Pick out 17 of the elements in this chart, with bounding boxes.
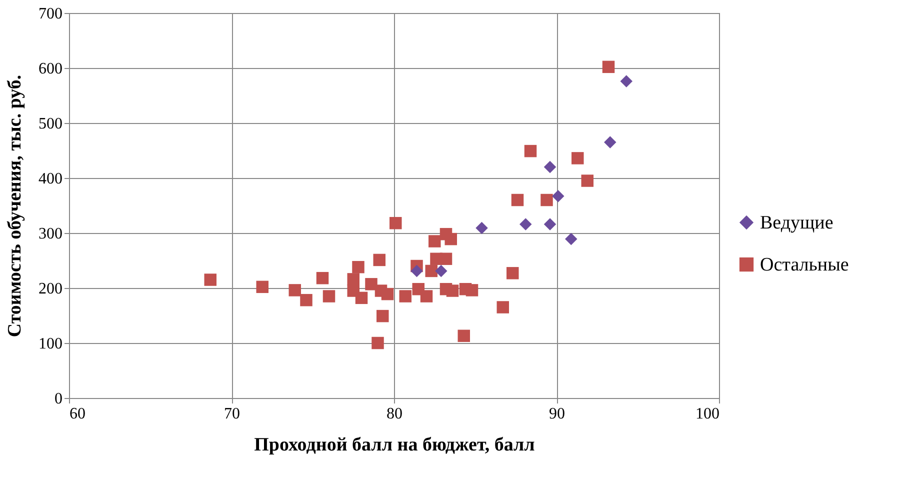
y-tick-label: 600 [38, 60, 62, 78]
legend-label: Ведущие [760, 212, 834, 234]
y-tick-label: 0 [54, 390, 62, 408]
x-tick-label: 80 [386, 406, 402, 422]
x-tick-label: 100 [696, 406, 720, 422]
legend-label: Остальные [760, 254, 849, 276]
y-tick-label: 200 [38, 280, 62, 298]
x-axis-title: Проходной балл на бюджет, балл [254, 434, 536, 456]
y-tick-label: 100 [38, 336, 62, 352]
y-axis-title: Стоимость обучения, тыс. руб. [4, 74, 26, 338]
x-tick-label: 90 [549, 406, 565, 422]
y-tick-label: 400 [38, 170, 62, 188]
y-tick-label: 500 [38, 116, 62, 132]
x-tick-label: 70 [224, 406, 240, 422]
y-tick-label: 700 [38, 6, 62, 22]
x-tick-label: 60 [70, 406, 86, 422]
y-tick-label: 300 [38, 226, 62, 242]
